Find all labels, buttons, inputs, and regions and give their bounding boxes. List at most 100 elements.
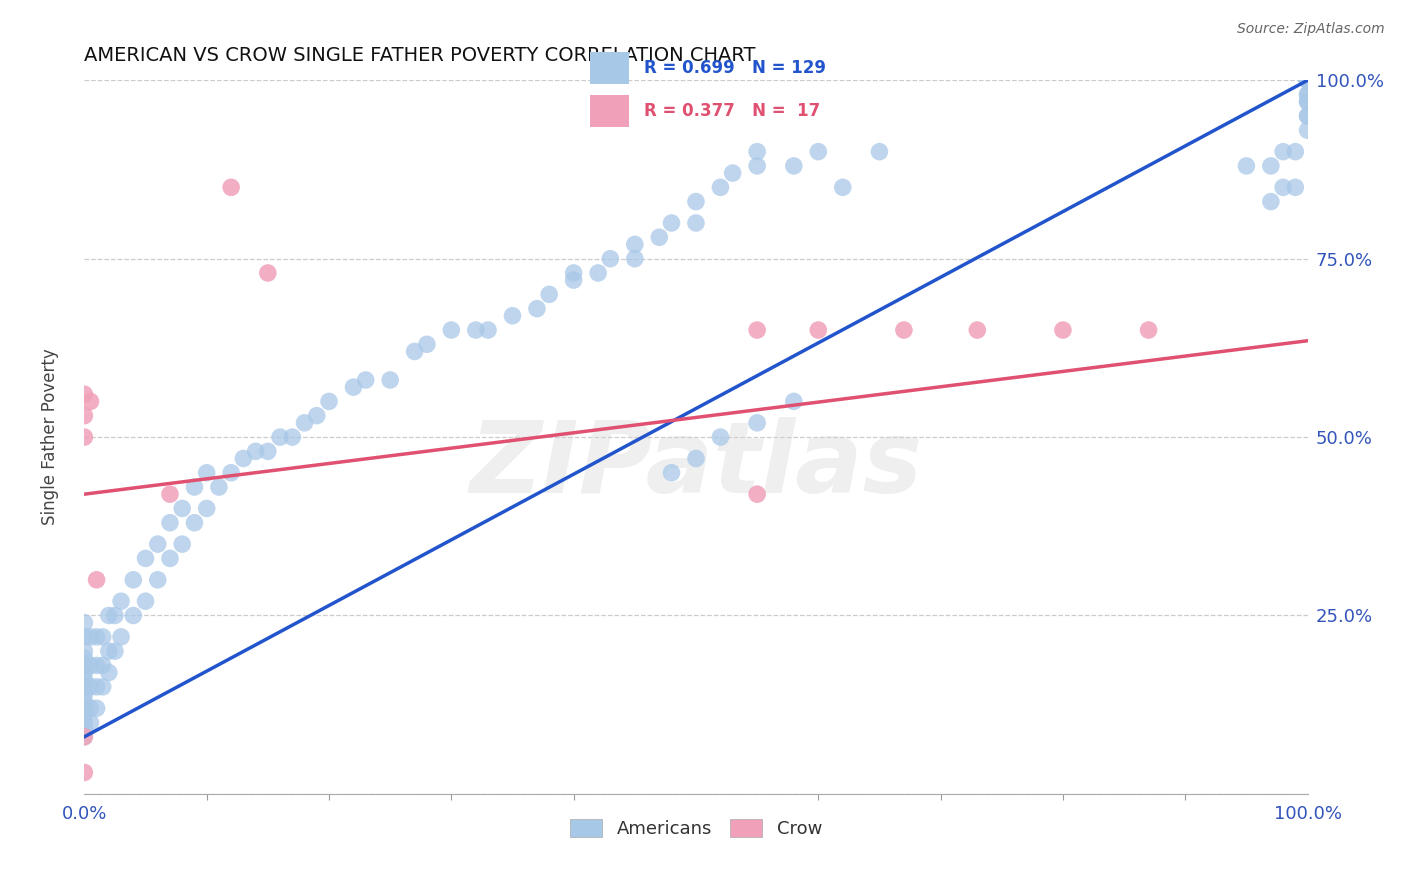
Point — [416, 337, 439, 351]
Point — [159, 551, 181, 566]
Point — [73, 430, 96, 444]
Point — [305, 409, 328, 423]
Point — [721, 166, 744, 180]
Point — [648, 230, 671, 244]
Point — [73, 765, 96, 780]
Point — [1296, 73, 1319, 87]
Point — [599, 252, 621, 266]
Text: AMERICAN VS CROW SINGLE FATHER POVERTY CORRELATION CHART: AMERICAN VS CROW SINGLE FATHER POVERTY C… — [84, 45, 756, 65]
Point — [73, 665, 96, 680]
FancyBboxPatch shape — [589, 52, 628, 84]
Point — [73, 715, 96, 730]
Point — [661, 216, 683, 230]
Point — [709, 430, 731, 444]
Point — [1296, 87, 1319, 102]
Point — [1296, 73, 1319, 87]
Point — [1296, 73, 1319, 87]
Point — [86, 630, 108, 644]
Point — [135, 594, 157, 608]
Point — [79, 701, 101, 715]
Point — [172, 501, 194, 516]
Point — [104, 608, 127, 623]
Point — [538, 287, 561, 301]
Point — [86, 701, 108, 715]
Point — [73, 644, 96, 658]
Point — [1296, 73, 1319, 87]
Point — [73, 387, 96, 401]
Point — [831, 180, 853, 194]
Point — [869, 145, 891, 159]
Text: Source: ZipAtlas.com: Source: ZipAtlas.com — [1237, 22, 1385, 37]
Point — [232, 451, 254, 466]
Point — [1272, 145, 1295, 159]
Point — [624, 237, 647, 252]
Point — [685, 194, 707, 209]
Point — [135, 551, 157, 566]
Point — [73, 615, 96, 630]
Point — [294, 416, 316, 430]
Point — [1296, 73, 1319, 87]
Point — [893, 323, 915, 337]
Point — [73, 730, 96, 744]
Point — [97, 644, 120, 658]
Point — [562, 273, 585, 287]
FancyBboxPatch shape — [589, 95, 628, 127]
Point — [146, 573, 169, 587]
Point — [91, 630, 114, 644]
Point — [404, 344, 426, 359]
Point — [1296, 95, 1319, 109]
Point — [562, 266, 585, 280]
Point — [269, 430, 291, 444]
Point — [73, 680, 96, 694]
Point — [245, 444, 267, 458]
Point — [219, 466, 242, 480]
Point — [1296, 73, 1319, 87]
Point — [79, 394, 101, 409]
Point — [1272, 180, 1295, 194]
Point — [586, 266, 609, 280]
Point — [86, 658, 108, 673]
Point — [73, 730, 96, 744]
Point — [747, 323, 769, 337]
Point — [526, 301, 548, 316]
Point — [73, 708, 96, 723]
Point — [624, 252, 647, 266]
Point — [1296, 73, 1319, 87]
Point — [1296, 73, 1319, 87]
Point — [183, 480, 205, 494]
Point — [73, 409, 96, 423]
Point — [1296, 73, 1319, 87]
Point — [73, 630, 96, 644]
Point — [354, 373, 377, 387]
Point — [1260, 159, 1282, 173]
Y-axis label: Single Father Poverty: Single Father Poverty — [41, 349, 59, 525]
Point — [1236, 159, 1258, 173]
Point — [1296, 73, 1319, 87]
Text: R = 0.377   N =  17: R = 0.377 N = 17 — [644, 102, 820, 120]
Point — [1296, 123, 1319, 137]
Point — [79, 715, 101, 730]
Point — [464, 323, 486, 337]
Point — [79, 658, 101, 673]
Point — [502, 309, 524, 323]
Point — [1296, 73, 1319, 87]
Point — [195, 466, 218, 480]
Point — [1296, 73, 1319, 87]
Point — [1052, 323, 1074, 337]
Point — [1296, 73, 1319, 87]
Point — [1296, 73, 1319, 87]
Point — [1296, 73, 1319, 87]
Point — [1296, 109, 1319, 123]
Point — [1296, 73, 1319, 87]
Text: ZIPatlas: ZIPatlas — [470, 417, 922, 514]
Point — [159, 516, 181, 530]
Point — [318, 394, 340, 409]
Point — [380, 373, 402, 387]
Point — [747, 145, 769, 159]
Point — [1137, 323, 1160, 337]
Point — [1260, 194, 1282, 209]
Point — [110, 630, 132, 644]
Point — [1284, 180, 1306, 194]
Point — [1296, 73, 1319, 87]
Point — [110, 594, 132, 608]
